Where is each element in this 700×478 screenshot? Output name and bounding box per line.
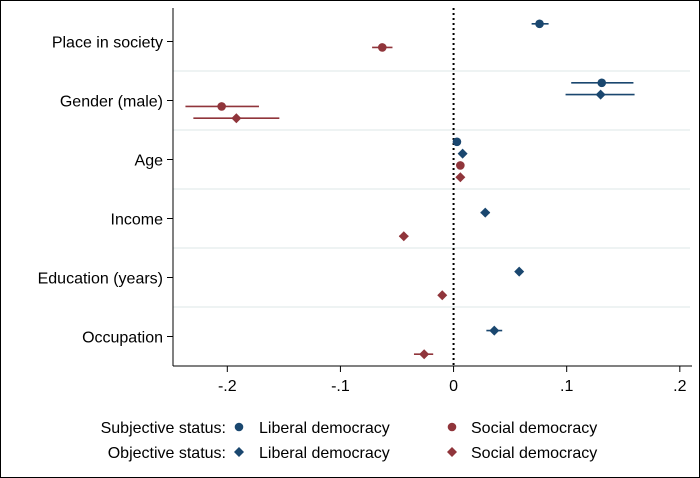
x-tick-label: 0	[449, 378, 458, 395]
point-estimate-circle	[452, 137, 462, 147]
point-estimate-diamond	[457, 148, 468, 159]
legend-group-label: Objective status:	[108, 445, 226, 462]
x-tick-label: -.1	[331, 378, 350, 395]
legend-marker-diamond	[447, 447, 457, 457]
point-estimate-diamond	[595, 89, 606, 100]
x-tick-label: .2	[673, 378, 686, 395]
legend-entry-label: Social democracy	[471, 445, 597, 462]
point-estimate-circle	[377, 43, 387, 52]
legend-marker-circle	[234, 422, 244, 432]
grid-lines	[173, 8, 690, 366]
point-estimate-diamond	[489, 325, 500, 336]
point-estimate-diamond	[398, 231, 409, 242]
point-estimate-diamond	[514, 266, 525, 277]
y-category-label: Occupation	[82, 330, 163, 347]
point-estimate-diamond	[480, 207, 491, 218]
legend-marker-diamond	[234, 447, 244, 457]
y-category-label: Gender (male)	[60, 94, 163, 111]
point-estimate-circle	[456, 161, 465, 170]
legend-entry-label: Liberal democracy	[259, 420, 390, 437]
legend: Subjective status: Liberal democracy Socia…	[101, 420, 598, 462]
point-estimate-circle	[597, 78, 607, 88]
point-estimate-diamond	[231, 113, 242, 124]
point-estimate-diamond	[455, 172, 466, 183]
point-estimate-diamond	[419, 349, 430, 360]
legend-marker-circle	[447, 422, 457, 432]
y-category-label: Place in society	[52, 35, 163, 52]
x-tick-label: .1	[560, 378, 573, 395]
legend-entry-label: Social democracy	[471, 420, 597, 437]
point-estimate-circle	[535, 19, 544, 29]
legend-group-label: Subjective status:	[101, 420, 226, 437]
y-category-label: Income	[111, 212, 164, 229]
point-estimate-circle	[217, 102, 226, 111]
point-estimate-diamond	[437, 290, 448, 301]
axes: -.2 -.1 0 .1 .2 Place in society Gender (male)…	[38, 8, 692, 395]
data-marks	[185, 19, 635, 360]
y-category-label: Education (years)	[38, 271, 163, 288]
x-tick-label: -.2	[218, 378, 237, 395]
legend-entry-label: Liberal democracy	[259, 445, 390, 462]
y-category-label: Age	[135, 153, 164, 170]
